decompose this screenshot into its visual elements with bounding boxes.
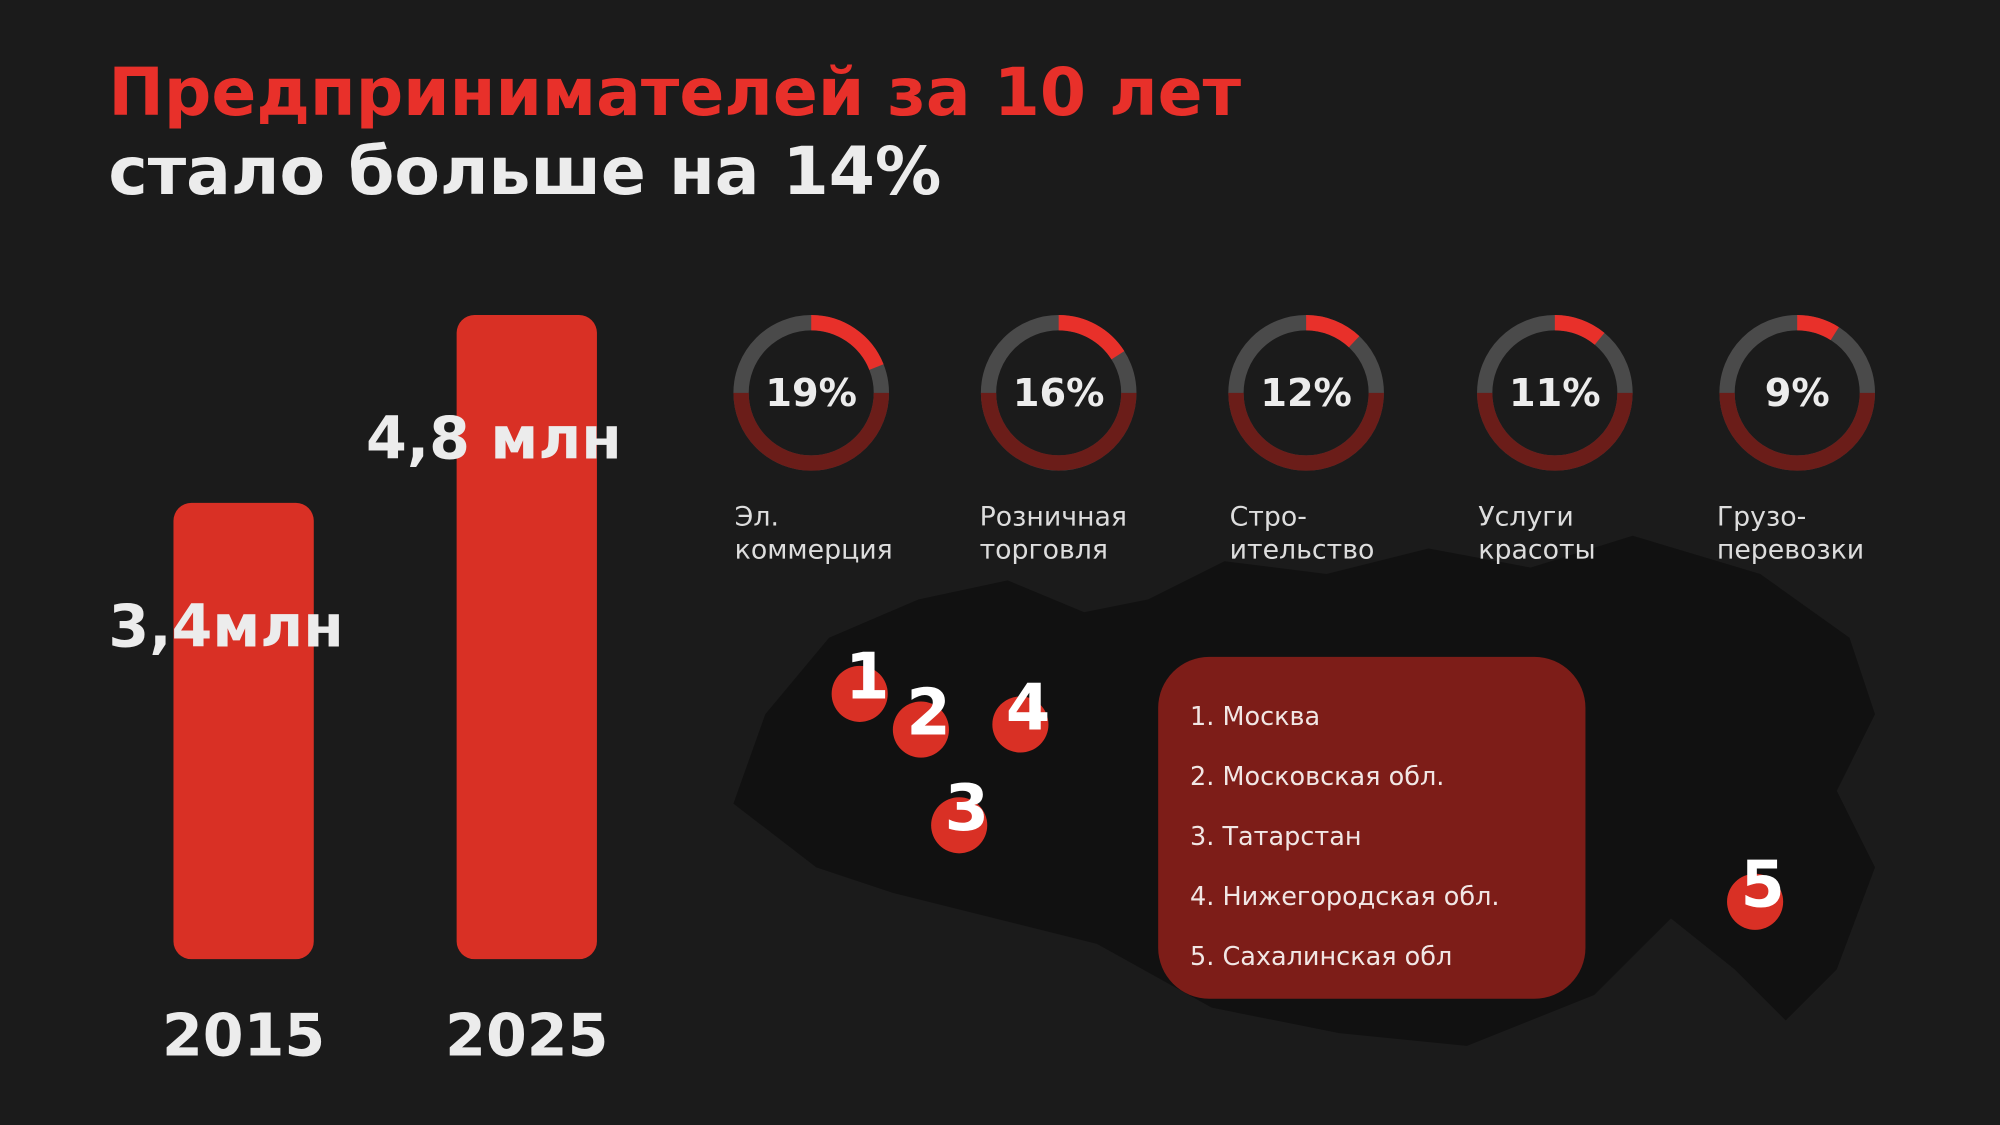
category-label: Стро-: [1230, 501, 1307, 532]
map-marker: [992, 696, 1049, 753]
map-marker: [892, 701, 949, 758]
title-line: Предпринимателей за 10 лет: [108, 53, 1241, 131]
donut-value-label: 16%: [1013, 371, 1105, 416]
donut-arc: [1058, 315, 1125, 360]
legend-box: [1158, 656, 1586, 999]
donut-track-lower: [1477, 392, 1633, 471]
donut-track-lower: [1228, 392, 1384, 471]
donut-value-label: 19%: [765, 371, 857, 416]
bar: [456, 315, 597, 960]
map-marker: [931, 797, 988, 854]
donut-arc: [1554, 315, 1605, 345]
year-label: 2025: [445, 1002, 608, 1070]
marker-number: 1: [845, 641, 889, 715]
year-label: 2015: [162, 1002, 325, 1070]
donut-value-label: 11%: [1509, 371, 1601, 416]
donut-value-label: 9%: [1765, 371, 1830, 416]
category-label: Грузо-: [1717, 501, 1806, 532]
marker-number: 3: [945, 772, 989, 846]
map-marker: [1727, 873, 1784, 930]
donut-track-lower: [733, 392, 890, 471]
map-marker: [831, 665, 888, 722]
marker-number: 5: [1741, 849, 1785, 923]
donut-arc: [1305, 315, 1360, 348]
donut-value-label: 12%: [1260, 371, 1352, 416]
category-label: Услуги: [1478, 501, 1573, 532]
marker-number: 4: [1006, 671, 1050, 745]
title-line: стало больше на 14%: [108, 132, 941, 210]
donut-track-lower: [980, 392, 1137, 471]
bar-value-label: 3,4млн: [108, 593, 343, 661]
donut-track-lower: [1719, 392, 1875, 471]
legend-item: 2. Московская обл.: [1190, 762, 1444, 792]
bar-value-label: 4,8 млн: [366, 405, 622, 473]
marker-number: 2: [906, 676, 950, 750]
donut-arc: [810, 315, 884, 371]
category-label: коммерция: [735, 535, 893, 566]
category-label: торговля: [980, 535, 1108, 566]
category-label: ительство: [1230, 535, 1375, 566]
category-label: Розничная: [980, 501, 1127, 532]
donut-arc: [1796, 315, 1839, 341]
bar: [173, 502, 314, 960]
legend-item: 4. Нижегородская обл.: [1190, 882, 1499, 912]
legend-item: 1. Москва: [1190, 702, 1320, 732]
legend-item: 5. Сахалинская обл: [1190, 942, 1452, 972]
category-label: красоты: [1478, 535, 1595, 566]
category-label: перевозки: [1717, 535, 1864, 566]
legend-item: 3. Татарстан: [1190, 822, 1361, 852]
category-label: Эл.: [735, 501, 779, 532]
